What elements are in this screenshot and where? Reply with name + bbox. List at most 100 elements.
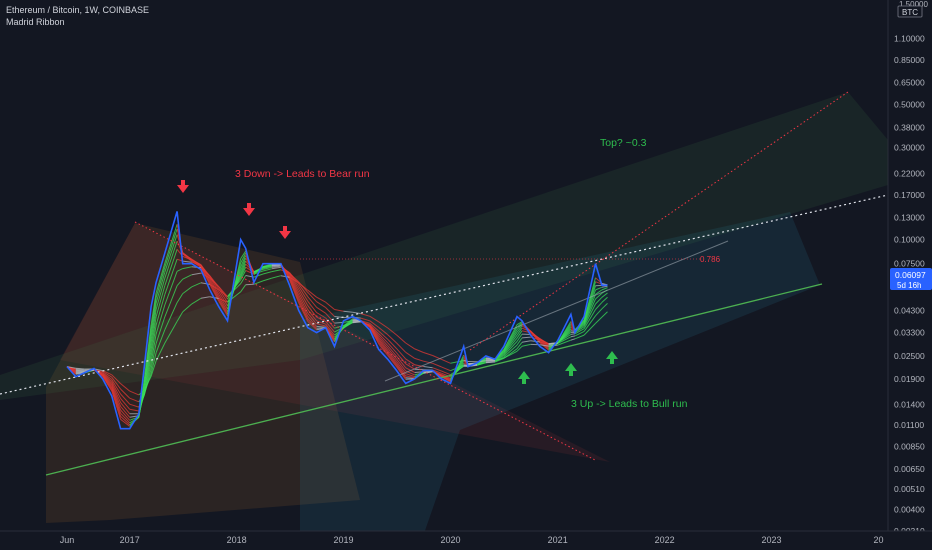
fib-level-label: 0.786: [700, 255, 721, 264]
ribbon-band: [583, 294, 596, 324]
ribbon-band: [120, 402, 131, 415]
price-tick-label: 0.00400: [894, 505, 925, 515]
currency-label: BTC: [902, 8, 918, 17]
ribbon-band: [503, 326, 518, 351]
indicator-name[interactable]: Madrid Ribbon: [6, 17, 65, 27]
ribbon-band: [316, 323, 326, 327]
ribbon-band: [494, 357, 504, 361]
ribbon-band: [191, 259, 202, 266]
ribbon-band: [441, 366, 451, 372]
ribbon-band: [396, 361, 407, 374]
ribbon-band: [414, 357, 424, 362]
ribbon-band: [209, 280, 220, 297]
ribbon-band: [298, 282, 309, 291]
time-axis[interactable]: Jun 2017 2018 2019 2020 2021 2022 2023 20: [0, 530, 932, 550]
ribbon-band: [503, 332, 518, 353]
ribbon-band: [516, 327, 523, 336]
ribbon-band: [583, 315, 596, 332]
ribbon-band: [387, 339, 397, 349]
price-tick-label: 0.10000: [894, 235, 925, 245]
ribbon-band: [240, 263, 247, 276]
ribbon-band: [200, 267, 211, 277]
ribbon-band: [102, 372, 113, 382]
ribbon-band: [75, 370, 85, 373]
ribbon-band: [503, 334, 518, 354]
ribbon-band: [601, 303, 608, 310]
ribbon-band: [539, 341, 549, 345]
ribbon-band: [227, 283, 242, 298]
ribbon-band: [182, 255, 192, 261]
blue-channel-shape: [300, 212, 820, 545]
red-upper-line: [469, 91, 849, 351]
ribbon-band: [601, 292, 608, 298]
bull-annotation[interactable]: 3 Up -> Leads to Bull run: [571, 398, 688, 410]
ribbon-band: [423, 366, 433, 369]
ribbon-band: [476, 362, 487, 366]
bear-annotation[interactable]: 3 Down -> Leads to Bear run: [235, 168, 370, 180]
top-annotation[interactable]: Top? ~0.3: [600, 137, 647, 149]
down-arrow-icon: [279, 231, 291, 239]
symbol-title[interactable]: Ethereum / Bitcoin, 1W, COINBASE: [6, 5, 150, 15]
ribbon-band: [227, 279, 242, 297]
ribbon-band: [396, 348, 407, 360]
ribbon-band: [369, 320, 380, 328]
ribbon-band: [595, 296, 603, 305]
ribbon-band: [503, 337, 518, 355]
ribbon-band: [378, 343, 389, 356]
ribbon-band: [307, 300, 317, 313]
ribbon-band: [450, 360, 464, 364]
ribbon-band: [423, 360, 433, 364]
up-arrow-icon: [518, 371, 530, 379]
ribbon-band: [218, 291, 228, 307]
ribbon-band: [120, 409, 131, 421]
ribbon-band: [120, 416, 131, 426]
ribbon-band: [516, 325, 523, 333]
ribbon-band: [405, 375, 415, 379]
ribbon-band: [307, 292, 317, 303]
ribbon-band: [516, 337, 523, 346]
trend-lines: [0, 91, 889, 476]
ribbon-band: [307, 315, 317, 327]
ribbon-band: [227, 291, 242, 303]
ribbon-band: [164, 249, 178, 286]
ribbon-band: [191, 282, 202, 288]
ribbon-band: [325, 301, 335, 310]
ribbon-band: [595, 316, 603, 324]
ribbon-band: [289, 278, 300, 301]
ribbon-band: [164, 259, 178, 295]
ribbon-band: [176, 293, 184, 303]
ribbon-band: [298, 291, 309, 310]
ribbon-band: [583, 309, 596, 329]
ribbon-band: [570, 335, 576, 338]
price-tick-label: 0.01900: [894, 374, 925, 384]
ribbon-band: [111, 374, 121, 384]
ribbon-band: [164, 285, 178, 318]
ribbon-band: [521, 336, 531, 339]
ribbon-band: [209, 283, 219, 290]
price-axis[interactable]: 1.10000 0.85000 0.65000 0.50000 0.38000 0.300…: [887, 0, 932, 536]
up-arrow-icon: [522, 378, 526, 384]
ribbon-band: [595, 289, 603, 295]
price-tick-label: 0.13000: [894, 213, 925, 223]
ribbon-band: [316, 306, 326, 314]
ribbon-band: [191, 272, 201, 276]
ribbon-band: [334, 326, 344, 333]
ribbon-band: [485, 361, 496, 364]
ribbon-band: [396, 365, 407, 378]
ribbon-band: [396, 352, 407, 365]
price-tick-label: 0.38000: [894, 123, 925, 133]
ribbon-band: [405, 351, 415, 359]
ribbon-band: [164, 240, 178, 279]
ribbon-band: [240, 284, 247, 293]
ribbon-band: [405, 377, 415, 379]
ribbon-band: [387, 342, 397, 354]
ribbon-band: [200, 296, 210, 299]
ribbon-band: [75, 369, 85, 371]
ribbon-band: [360, 313, 371, 317]
ribbon-band: [369, 325, 380, 336]
ribbon-band: [289, 277, 300, 299]
ribbon-band: [271, 265, 281, 268]
ribbon-band: [503, 329, 518, 352]
ribbon-band: [164, 271, 178, 306]
